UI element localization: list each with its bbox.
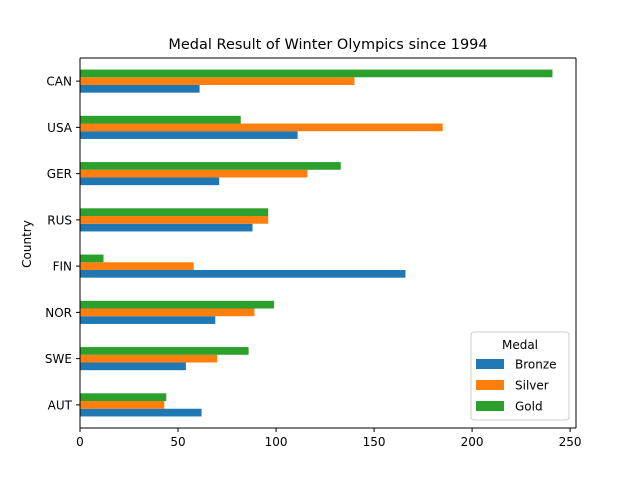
y-tick-label: AUT: [48, 398, 73, 412]
bar-fin-bronze: [80, 269, 406, 278]
legend-label-silver: Silver: [515, 379, 549, 393]
bar-nor-bronze: [80, 316, 216, 324]
bar-can-bronze: [80, 84, 200, 93]
axes-layer: 0 50 100 150 200 250 AUT SWE NOR FIN RUS GER USA CAN: [45, 57, 582, 449]
bar-fin-gold: [80, 254, 104, 263]
legend-swatch-gold: [476, 401, 504, 411]
bar-rus-silver: [80, 216, 269, 224]
bar-nor-silver: [80, 308, 255, 317]
chart-title: Medal Result of Winter Olympics since 19…: [168, 37, 487, 53]
bar-rus-bronze: [80, 223, 253, 232]
bar-usa-silver: [80, 123, 443, 132]
bar-aut-silver: [80, 401, 165, 409]
bar-usa-bronze: [80, 131, 298, 139]
y-tick-label: FIN: [53, 260, 72, 274]
legend: Medal Bronze Silver Gold: [470, 331, 570, 421]
legend-label-bronze: Bronze: [515, 358, 557, 372]
bar-rus-gold: [80, 208, 269, 217]
bar-aut-bronze: [80, 408, 202, 417]
bars-layer: [80, 69, 553, 417]
bar-ger-silver: [80, 169, 308, 178]
y-tick-label: RUS: [47, 213, 72, 227]
bar-ger-bronze: [80, 177, 220, 186]
bar-nor-gold: [80, 300, 275, 309]
bar-swe-gold: [80, 347, 249, 355]
y-tick-label: CAN: [46, 75, 72, 89]
x-tick-label: 150: [363, 435, 386, 449]
bar-can-gold: [80, 69, 553, 78]
bar-usa-gold: [80, 115, 241, 124]
y-axis-label: Country: [20, 220, 34, 268]
x-tick-label: 200: [461, 435, 484, 449]
y-tick-label: USA: [47, 121, 73, 135]
x-tick-label: 50: [170, 435, 185, 449]
legend-swatch-bronze: [476, 359, 504, 369]
y-tick-label: GER: [47, 167, 72, 181]
bar-ger-gold: [80, 162, 341, 170]
x-tick-label: 100: [265, 435, 288, 449]
legend-label-gold: Gold: [515, 400, 543, 414]
legend-swatch-silver: [476, 380, 504, 390]
legend-title: Medal: [502, 338, 538, 352]
bar-swe-silver: [80, 354, 218, 363]
y-tick-label: NOR: [45, 306, 72, 320]
x-tick-label: 250: [559, 435, 582, 449]
y-tick-label: SWE: [45, 352, 72, 366]
bar-fin-silver: [80, 262, 194, 270]
bar-swe-bronze: [80, 362, 186, 371]
bar-aut-gold: [80, 393, 167, 402]
x-tick-label: 0: [76, 435, 84, 449]
bar-can-silver: [80, 77, 355, 85]
legend-frame: [470, 331, 570, 421]
